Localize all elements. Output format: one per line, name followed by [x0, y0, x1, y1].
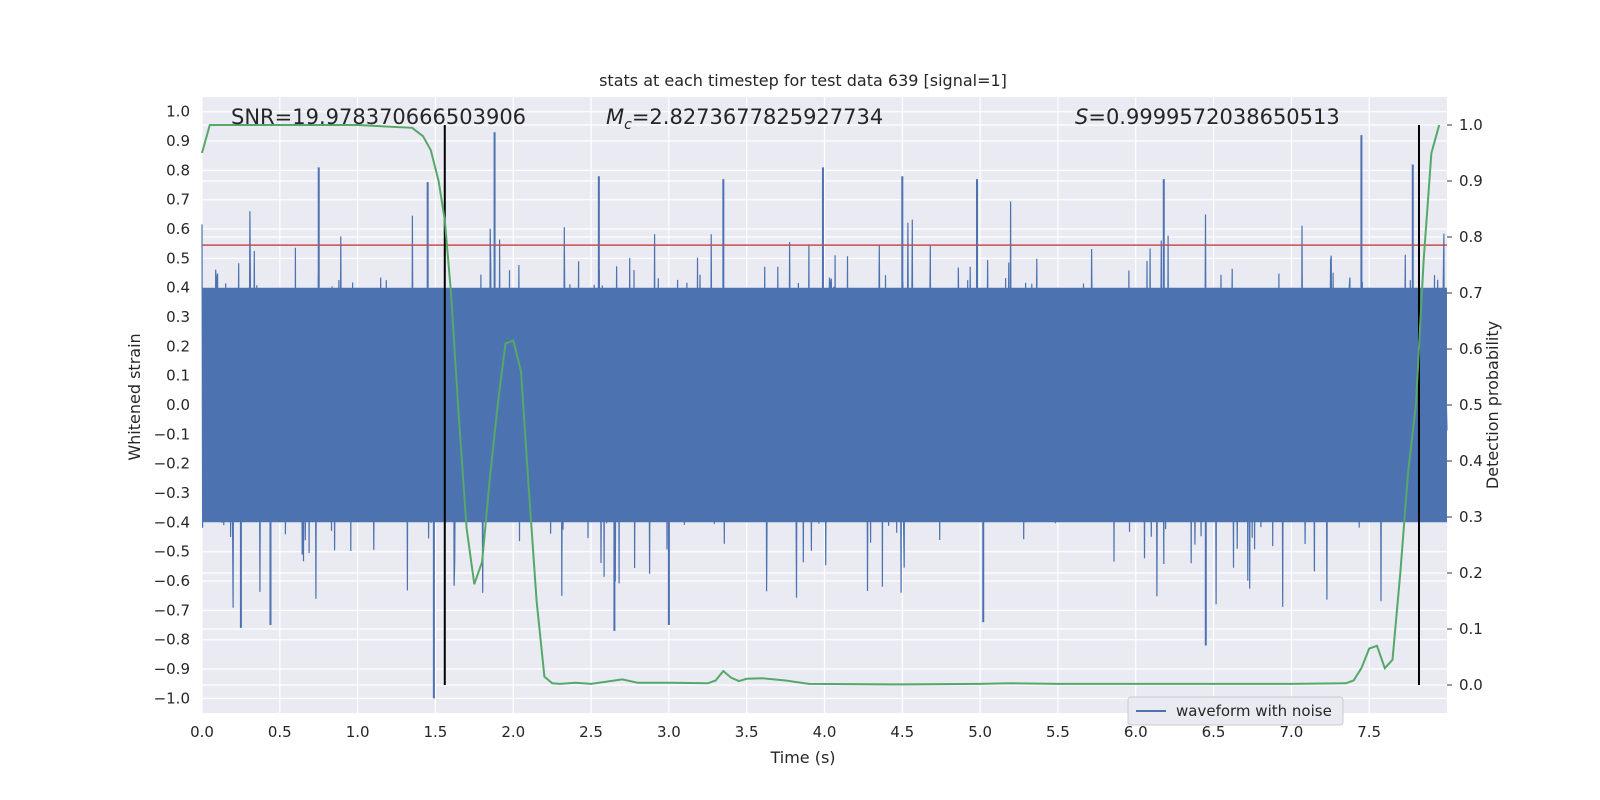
- x-tick-label: 1.5: [424, 723, 448, 741]
- y-left-tick-label: 0.6: [166, 220, 190, 238]
- y-left-tick-labels: 1.0 0.9 0.8 0.7 0.6 0.5 0.4 0.3 0.2 0.1 0.0 −0.1 −0.…: [154, 103, 190, 708]
- chirp-mass-annotation: Mc=2.8273677825927734: [606, 105, 883, 133]
- y-left-tick-label: −1.0: [154, 689, 190, 707]
- x-tick-label: 4.5: [890, 723, 914, 741]
- y-left-tick-label: −0.3: [154, 484, 190, 502]
- x-tick-label: 6.5: [1202, 723, 1226, 741]
- x-tick-labels: 0.0 0.5 1.0 1.5 2.0 2.5 3.0 3.5 4.0 4.5 5.0 5.5 6.0 6…: [190, 723, 1381, 741]
- legend-box: [1127, 696, 1344, 726]
- waveform-core: [202, 287, 1447, 523]
- y-left-tick-label: 0.3: [166, 308, 190, 326]
- s-annotation: S=0.9999572038650513: [1075, 105, 1340, 129]
- s-value: =0.9999572038650513: [1088, 105, 1339, 129]
- y-left-tick-label: 0.9: [166, 132, 190, 150]
- y-right-tick-label: 0.7: [1459, 284, 1483, 302]
- y-left-tick-label: 0.4: [166, 279, 190, 297]
- y-left-tick-label: 0.8: [166, 161, 190, 179]
- x-tick-label: 5.0: [968, 723, 992, 741]
- x-tick-label: 0.5: [268, 723, 292, 741]
- y-right-tick-label: 0.0: [1459, 676, 1483, 694]
- probability-line: [201, 124, 1441, 686]
- y-right-tick-labels: 1.0 0.9 0.8 0.7 0.6 0.5 0.4 0.3 0.2 0.1 0.0: [1447, 116, 1483, 694]
- x-tick-label: 7.0: [1279, 723, 1303, 741]
- y-right-tick-label: 0.9: [1459, 172, 1483, 190]
- waveform-series: [201, 132, 1448, 699]
- x-tick-label: 1.0: [346, 723, 370, 741]
- y-left-tick-label: −0.2: [154, 455, 190, 473]
- x-tick-label: 6.0: [1124, 723, 1148, 741]
- y-left-tick-label: −0.8: [154, 631, 190, 649]
- y-left-axis-label: Whitened strain: [125, 333, 144, 460]
- y-right-tick-label: 0.4: [1459, 452, 1483, 470]
- x-tick-label: 0.0: [190, 723, 214, 741]
- y-left-tick-label: −0.9: [154, 660, 190, 678]
- y-left-tick-label: 0.7: [166, 191, 190, 209]
- y-left-tick-label: −0.6: [154, 572, 190, 590]
- probability-series: [201, 124, 1441, 686]
- x-tick-label: 3.0: [657, 723, 681, 741]
- chirp-mass-symbol: M: [606, 105, 624, 129]
- y-left-tick-label: −0.5: [154, 543, 190, 561]
- y-left-tick-label: −0.7: [154, 601, 190, 619]
- y-left-tick-label: 0.2: [166, 337, 190, 355]
- s-symbol: S: [1075, 105, 1088, 129]
- y-right-tick-label: 0.1: [1459, 620, 1483, 638]
- chart-title: stats at each timestep for test data 639…: [599, 71, 1007, 90]
- chirp-mass-subscript: c: [624, 117, 632, 133]
- x-tick-label: 4.0: [813, 723, 837, 741]
- y-left-tick-label: −0.4: [154, 513, 190, 531]
- y-left-tick-label: 0.5: [166, 249, 190, 267]
- chirp-mass-value: =2.8273677825927734: [632, 105, 883, 129]
- y-left-tick-label: 1.0: [166, 103, 190, 121]
- x-tick-label: 7.5: [1357, 723, 1381, 741]
- y-right-tick-label: 0.8: [1459, 228, 1483, 246]
- x-tick-label: 2.0: [501, 723, 525, 741]
- snr-annotation: SNR=19.978370666503906: [231, 105, 526, 129]
- x-tick-label: 2.5: [579, 723, 603, 741]
- y-left-tick-label: −0.1: [154, 425, 190, 443]
- y-right-tick-label: 0.5: [1459, 396, 1483, 414]
- y-left-tick-label: 0.0: [166, 396, 190, 414]
- x-axis-label: Time (s): [769, 748, 835, 767]
- y-right-tick-label: 0.6: [1459, 340, 1483, 358]
- legend-label: waveform with noise: [1176, 702, 1332, 720]
- y-right-tick-label: 1.0: [1459, 116, 1483, 134]
- y-right-axis-label: Detection probability: [1483, 321, 1502, 489]
- y-right-tick-label: 0.3: [1459, 508, 1483, 526]
- x-tick-label: 3.5: [735, 723, 759, 741]
- legend: waveform with noise: [1127, 696, 1344, 726]
- y-left-tick-label: 0.1: [166, 367, 190, 385]
- x-tick-label: 5.5: [1046, 723, 1070, 741]
- y-right-tick-label: 0.2: [1459, 564, 1483, 582]
